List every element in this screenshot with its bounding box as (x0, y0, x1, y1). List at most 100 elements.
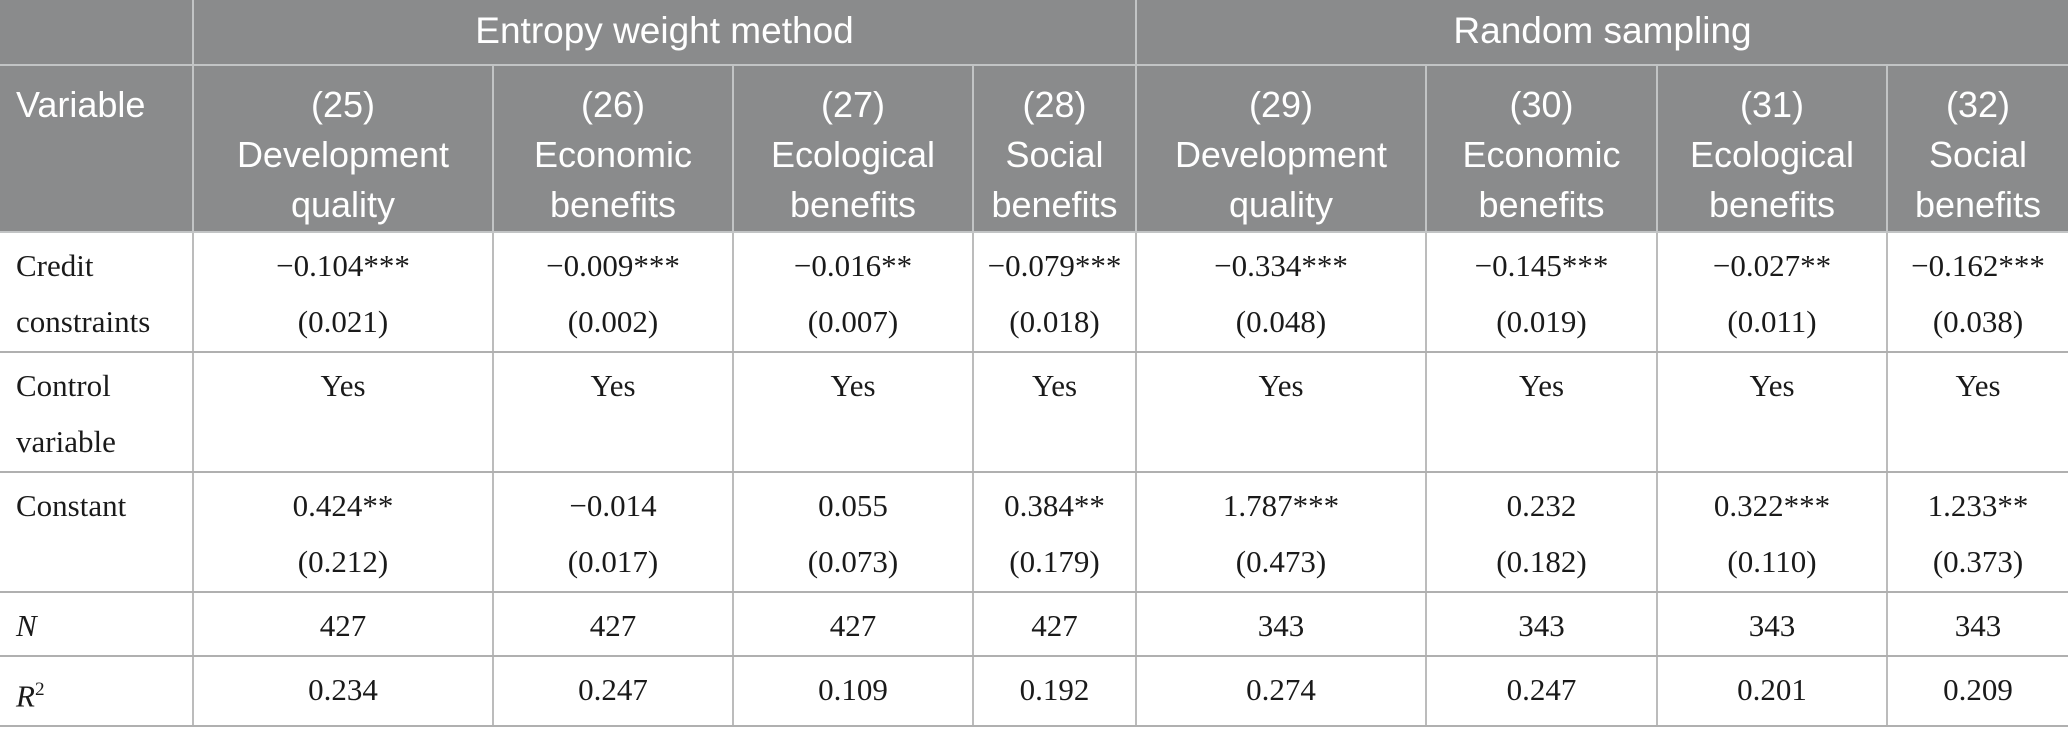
std-error: (0.018) (1009, 304, 1100, 339)
coefficient: −0.104*** (276, 248, 410, 283)
superscript-2: 2 (34, 679, 45, 700)
std-error: (0.473) (1235, 544, 1327, 579)
cell-n-26: 427 (492, 591, 734, 657)
column-header-29: (29) Development quality (1135, 64, 1427, 233)
column-name: Development quality (1174, 134, 1388, 225)
std-error: (0.007) (807, 304, 899, 339)
coefficient: −0.009*** (546, 248, 680, 283)
cell-r2-28: 0.192 (972, 654, 1137, 728)
coefficient: −0.027** (1712, 248, 1832, 283)
std-error: (0.073) (807, 544, 899, 579)
column-header-31: (31) Ecological benefits (1656, 64, 1888, 233)
coefficient: −0.014 (569, 488, 657, 523)
cell-r2-32: 0.209 (1885, 654, 2068, 728)
table-row-constant: Constant 0.424** (0.212) −0.014 (0.017) … (0, 471, 2068, 593)
table-row-r-squared: R2 0.234 0.247 0.109 0.192 0.274 0.247 0… (0, 654, 2068, 728)
coefficient: 0.424** (292, 488, 394, 523)
row-label-n: N (0, 591, 194, 657)
column-code: (28) (1022, 84, 1087, 125)
column-header-32: (32) Social benefits (1885, 64, 2068, 233)
column-header-27: (27) Ecological benefits (732, 64, 974, 233)
cell-n-29: 343 (1135, 591, 1427, 657)
cell-credit-27: −0.016** (0.007) (732, 231, 974, 353)
column-name: Ecological benefits (1689, 134, 1855, 225)
column-code: (25) (310, 84, 376, 125)
std-error: (0.179) (1009, 544, 1100, 579)
std-error: (0.011) (1727, 304, 1817, 339)
corner-cell (0, 0, 194, 66)
cell-r2-29: 0.274 (1135, 654, 1427, 728)
coefficient: 0.232 (1506, 488, 1577, 523)
cell-control-28: Yes (972, 351, 1137, 473)
column-header-30: (30) Economic benefits (1425, 64, 1658, 233)
coefficient: 1.787*** (1222, 488, 1340, 523)
coefficient: −0.145*** (1474, 248, 1609, 283)
cell-constant-27: 0.055 (0.073) (732, 471, 974, 593)
cell-constant-30: 0.232 (0.182) (1425, 471, 1658, 593)
column-name: Ecological benefits (770, 134, 936, 225)
coefficient: −0.016** (793, 248, 913, 283)
column-header-26: (26) Economic benefits (492, 64, 734, 233)
column-header-row: Variable (25) Development quality (26) E… (0, 64, 2068, 233)
std-error: (0.373) (1932, 544, 2024, 579)
column-name: Social benefits (991, 134, 1118, 225)
coefficient: −0.162*** (1911, 248, 2045, 283)
cell-n-30: 343 (1425, 591, 1658, 657)
std-error: (0.002) (567, 304, 659, 339)
coefficient: 1.233** (1927, 488, 2029, 523)
coefficient: 0.384** (1004, 488, 1105, 523)
coefficient: 0.322*** (1713, 488, 1831, 523)
column-code: (29) (1248, 84, 1314, 125)
std-error: (0.110) (1727, 544, 1817, 579)
column-header-28: (28) Social benefits (972, 64, 1137, 233)
table-row-n: N 427 427 427 427 343 343 343 343 (0, 591, 2068, 657)
cell-constant-29: 1.787*** (0.473) (1135, 471, 1427, 593)
column-code: (32) (1946, 84, 2011, 125)
cell-control-32: Yes (1885, 351, 2068, 473)
cell-n-27: 427 (732, 591, 974, 657)
cell-control-27: Yes (732, 351, 974, 473)
cell-r2-26: 0.247 (492, 654, 734, 728)
column-code: (27) (820, 84, 886, 125)
column-name: Social benefits (1914, 134, 2042, 225)
cell-n-25: 427 (192, 591, 494, 657)
group-header-row: Entropy weight method Random sampling (0, 0, 2068, 66)
cell-control-31: Yes (1656, 351, 1888, 473)
table-row-control-variable: Control variable Yes Yes Yes Yes Yes Yes… (0, 351, 2068, 473)
cell-credit-30: −0.145*** (0.019) (1425, 231, 1658, 353)
cell-r2-27: 0.109 (732, 654, 974, 728)
cell-credit-29: −0.334*** (0.048) (1135, 231, 1427, 353)
std-error: (0.212) (297, 544, 389, 579)
column-name: Economic benefits (1462, 134, 1621, 225)
cell-credit-28: −0.079*** (0.018) (972, 231, 1137, 353)
cell-constant-32: 1.233** (0.373) (1885, 471, 2068, 593)
cell-constant-26: −0.014 (0.017) (492, 471, 734, 593)
column-code: (30) (1509, 84, 1574, 125)
std-error: (0.048) (1235, 304, 1327, 339)
std-error: (0.019) (1496, 304, 1587, 339)
cell-credit-31: −0.027** (0.011) (1656, 231, 1888, 353)
cell-control-29: Yes (1135, 351, 1427, 473)
cell-n-31: 343 (1656, 591, 1888, 657)
coefficient: −0.334*** (1214, 248, 1348, 283)
cell-r2-30: 0.247 (1425, 654, 1658, 728)
table-row-credit-constraints: Credit constraints −0.104*** (0.021) −0.… (0, 231, 2068, 353)
variable-header-cell: Variable (0, 64, 194, 233)
column-name: Economic benefits (533, 134, 693, 225)
cell-constant-31: 0.322*** (0.110) (1656, 471, 1888, 593)
cell-credit-26: −0.009*** (0.002) (492, 231, 734, 353)
column-name: Development quality (236, 134, 450, 225)
cell-r2-31: 0.201 (1656, 654, 1888, 728)
std-error: (0.038) (1932, 304, 2024, 339)
std-error: (0.182) (1496, 544, 1587, 579)
cell-control-30: Yes (1425, 351, 1658, 473)
group-header-entropy: Entropy weight method (192, 0, 1137, 66)
cell-n-28: 427 (972, 591, 1137, 657)
cell-n-32: 343 (1885, 591, 2068, 657)
cell-constant-25: 0.424** (0.212) (192, 471, 494, 593)
coefficient: −0.079*** (987, 248, 1122, 283)
std-error: (0.021) (297, 304, 389, 339)
row-label-constant: Constant (0, 471, 194, 593)
cell-control-25: Yes (192, 351, 494, 473)
